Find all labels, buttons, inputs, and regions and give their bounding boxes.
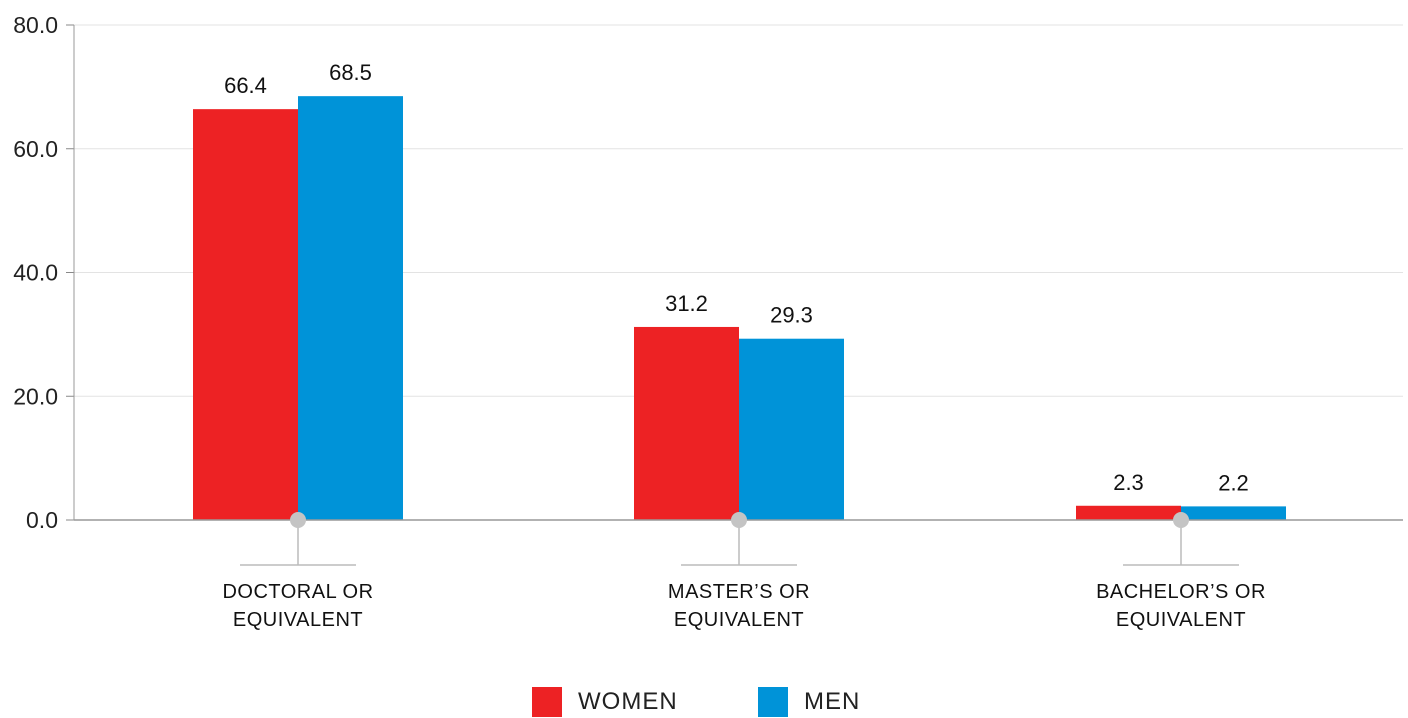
legend-swatch-women	[532, 687, 562, 717]
legend-item-men: MEN	[758, 687, 860, 717]
legend-label-women: WOMEN	[578, 688, 678, 715]
category-label: MASTER’S OR	[668, 581, 810, 603]
category-marker	[290, 512, 306, 528]
bar-men	[739, 338, 844, 520]
bar-women	[1076, 505, 1181, 520]
legend-item-women: WOMEN	[532, 687, 678, 717]
y-tick-label: 40.0	[13, 260, 58, 286]
legend-swatch-men	[758, 687, 788, 717]
y-tick-label: 60.0	[13, 136, 58, 162]
bar-men	[298, 96, 403, 520]
data-label: 2.2	[1218, 470, 1249, 495]
bar-women	[193, 109, 298, 521]
data-label: 66.4	[224, 73, 267, 98]
data-label: 29.3	[770, 303, 813, 328]
data-label: 2.3	[1113, 470, 1144, 495]
data-label: 31.2	[665, 291, 708, 316]
category-marker	[1173, 512, 1189, 528]
bar-men	[1181, 506, 1286, 520]
category-label: EQUIVALENT	[1116, 609, 1246, 631]
category-label: BACHELOR’S OR	[1096, 581, 1266, 603]
y-tick-label: 0.0	[26, 507, 58, 533]
data-label: 68.5	[329, 60, 372, 85]
category-marker	[731, 512, 747, 528]
category-label: EQUIVALENT	[674, 609, 804, 631]
category-label: EQUIVALENT	[233, 609, 363, 631]
legend-label-men: MEN	[804, 688, 861, 715]
category-label: DOCTORAL OR	[222, 581, 373, 603]
y-tick-label: 20.0	[13, 383, 58, 409]
bar-chart: 0.0 20.0 40.0 60.0 80.0 66.4 31.2 2.3 68.5 29.3 2.…	[13, 12, 1403, 631]
legend: WOMEN MEN	[0, 682, 1408, 718]
y-tick-label: 80.0	[13, 12, 58, 38]
bar-women	[634, 326, 739, 520]
